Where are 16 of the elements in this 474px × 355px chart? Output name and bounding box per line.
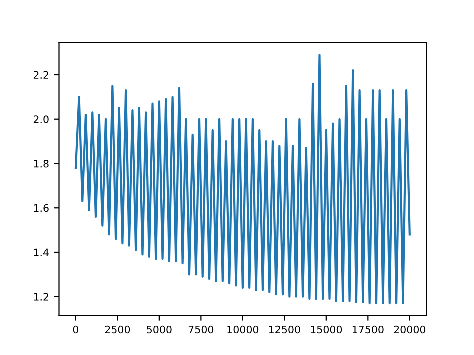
- x-tick-label: 12500: [269, 326, 300, 334]
- x-tick-label: 0: [73, 326, 79, 334]
- y-tick-label: 2.2: [34, 71, 48, 79]
- y-tick-label: 1.2: [34, 293, 48, 301]
- y-tick-label: 2.0: [34, 116, 49, 124]
- y-tick-label: 1.6: [34, 204, 49, 212]
- x-tick-label: 15000: [311, 326, 342, 334]
- x-tick-label: 5000: [147, 326, 172, 334]
- x-tick-label: 17500: [352, 326, 384, 334]
- y-tick-label: 1.8: [34, 160, 49, 168]
- line-series: [74, 54, 411, 305]
- x-tick-label: 2500: [105, 326, 130, 334]
- x-tick-label: 10000: [228, 326, 259, 334]
- x-tick-label: 7500: [188, 326, 214, 334]
- x-tick-label: 20000: [394, 326, 426, 334]
- y-tick-label: 1.4: [34, 248, 49, 256]
